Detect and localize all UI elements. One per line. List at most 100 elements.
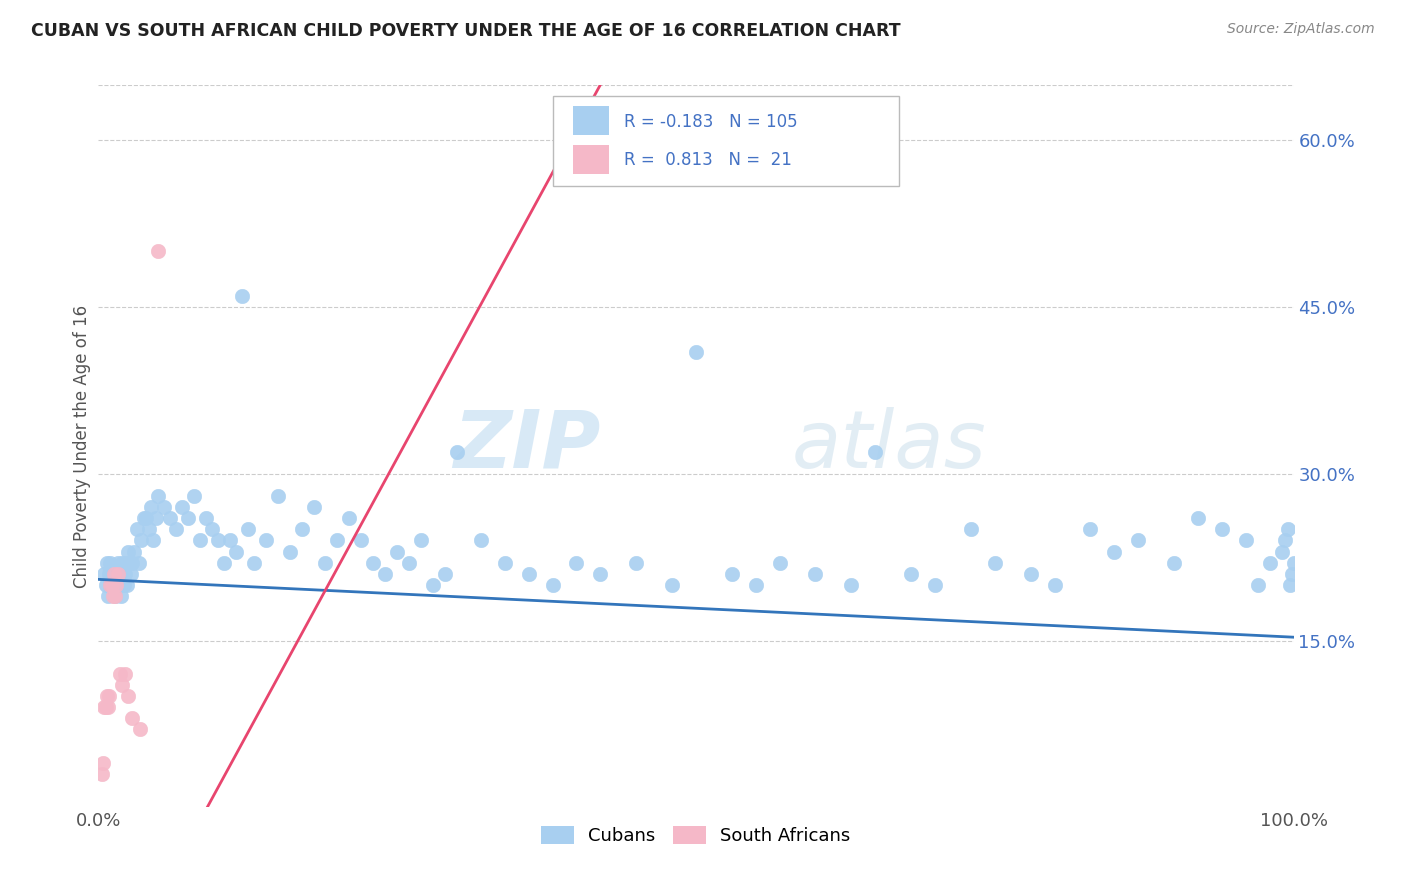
Point <box>114 566 136 581</box>
Point <box>108 666 131 681</box>
Point <box>98 566 121 581</box>
Y-axis label: Child Poverty Under the Age of 16: Child Poverty Under the Age of 16 <box>73 304 91 588</box>
Point <box>111 556 134 570</box>
Point <box>195 511 218 525</box>
Point <box>145 511 167 525</box>
Point <box>112 578 135 592</box>
Point <box>434 566 457 581</box>
Point <box>91 756 114 770</box>
Point <box>236 522 259 536</box>
FancyBboxPatch shape <box>553 95 900 186</box>
Legend: Cubans, South Africans: Cubans, South Africans <box>534 819 858 853</box>
Point <box>148 489 170 503</box>
Point <box>517 566 540 581</box>
Point <box>1234 533 1257 548</box>
Point <box>104 589 127 603</box>
Point <box>589 566 612 581</box>
Point <box>900 566 922 581</box>
Point <box>120 566 142 581</box>
Point <box>93 566 115 581</box>
Point <box>98 556 122 570</box>
Point <box>446 444 468 458</box>
Point <box>1187 511 1209 525</box>
Point <box>117 689 139 703</box>
Point <box>411 533 433 548</box>
Point <box>278 544 301 558</box>
Point <box>1163 556 1185 570</box>
Point <box>105 578 128 592</box>
Point <box>422 578 444 592</box>
Point <box>1282 556 1305 570</box>
Text: atlas: atlas <box>792 407 987 485</box>
Point <box>1278 578 1301 592</box>
Point <box>105 566 128 581</box>
Point <box>302 500 325 515</box>
Point <box>254 533 277 548</box>
Point <box>984 556 1007 570</box>
Point <box>243 556 266 570</box>
Point <box>124 544 146 558</box>
Point <box>865 444 887 458</box>
Point <box>128 556 150 570</box>
Point <box>132 511 155 525</box>
Point <box>107 556 129 570</box>
Point <box>105 578 128 592</box>
Point <box>841 578 863 592</box>
Text: R =  0.813   N =  21: R = 0.813 N = 21 <box>624 151 792 169</box>
Point <box>139 500 162 515</box>
Point <box>100 578 122 592</box>
Point <box>1104 544 1126 558</box>
FancyBboxPatch shape <box>572 145 609 174</box>
FancyBboxPatch shape <box>572 106 609 135</box>
Point <box>1274 533 1296 548</box>
Point <box>315 556 337 570</box>
Point <box>98 578 122 592</box>
Point <box>219 533 242 548</box>
Point <box>138 522 160 536</box>
Point <box>131 533 153 548</box>
Point <box>110 589 132 603</box>
Point <box>626 556 648 570</box>
Point <box>97 589 120 603</box>
Point <box>565 556 588 570</box>
Point <box>207 533 229 548</box>
Point <box>685 344 707 359</box>
Point <box>924 578 946 592</box>
Point <box>104 589 127 603</box>
Point <box>350 533 373 548</box>
Point <box>108 566 131 581</box>
Point <box>97 700 120 714</box>
Point <box>103 566 125 581</box>
Point <box>201 522 224 536</box>
Point <box>661 578 683 592</box>
Point <box>107 566 129 581</box>
Point <box>1258 556 1281 570</box>
Point <box>804 566 827 581</box>
Point <box>1080 522 1102 536</box>
Point <box>94 700 117 714</box>
Text: CUBAN VS SOUTH AFRICAN CHILD POVERTY UNDER THE AGE OF 16 CORRELATION CHART: CUBAN VS SOUTH AFRICAN CHILD POVERTY UND… <box>31 22 901 40</box>
Point <box>374 566 396 581</box>
Text: Source: ZipAtlas.com: Source: ZipAtlas.com <box>1227 22 1375 37</box>
Point <box>117 544 139 558</box>
Point <box>96 556 118 570</box>
Point <box>1211 522 1233 536</box>
Point <box>385 544 409 558</box>
Point <box>363 556 385 570</box>
Point <box>165 522 187 536</box>
Point <box>172 500 194 515</box>
Point <box>121 556 143 570</box>
Point <box>267 489 290 503</box>
Point <box>1128 533 1150 548</box>
Point <box>960 522 983 536</box>
Point <box>1043 578 1066 592</box>
Point <box>159 511 181 525</box>
Point <box>470 533 492 548</box>
Point <box>115 578 138 592</box>
Point <box>153 500 176 515</box>
Point <box>768 556 790 570</box>
Point <box>1271 544 1294 558</box>
Point <box>231 289 253 303</box>
Point <box>177 511 200 525</box>
Point <box>1277 522 1299 536</box>
